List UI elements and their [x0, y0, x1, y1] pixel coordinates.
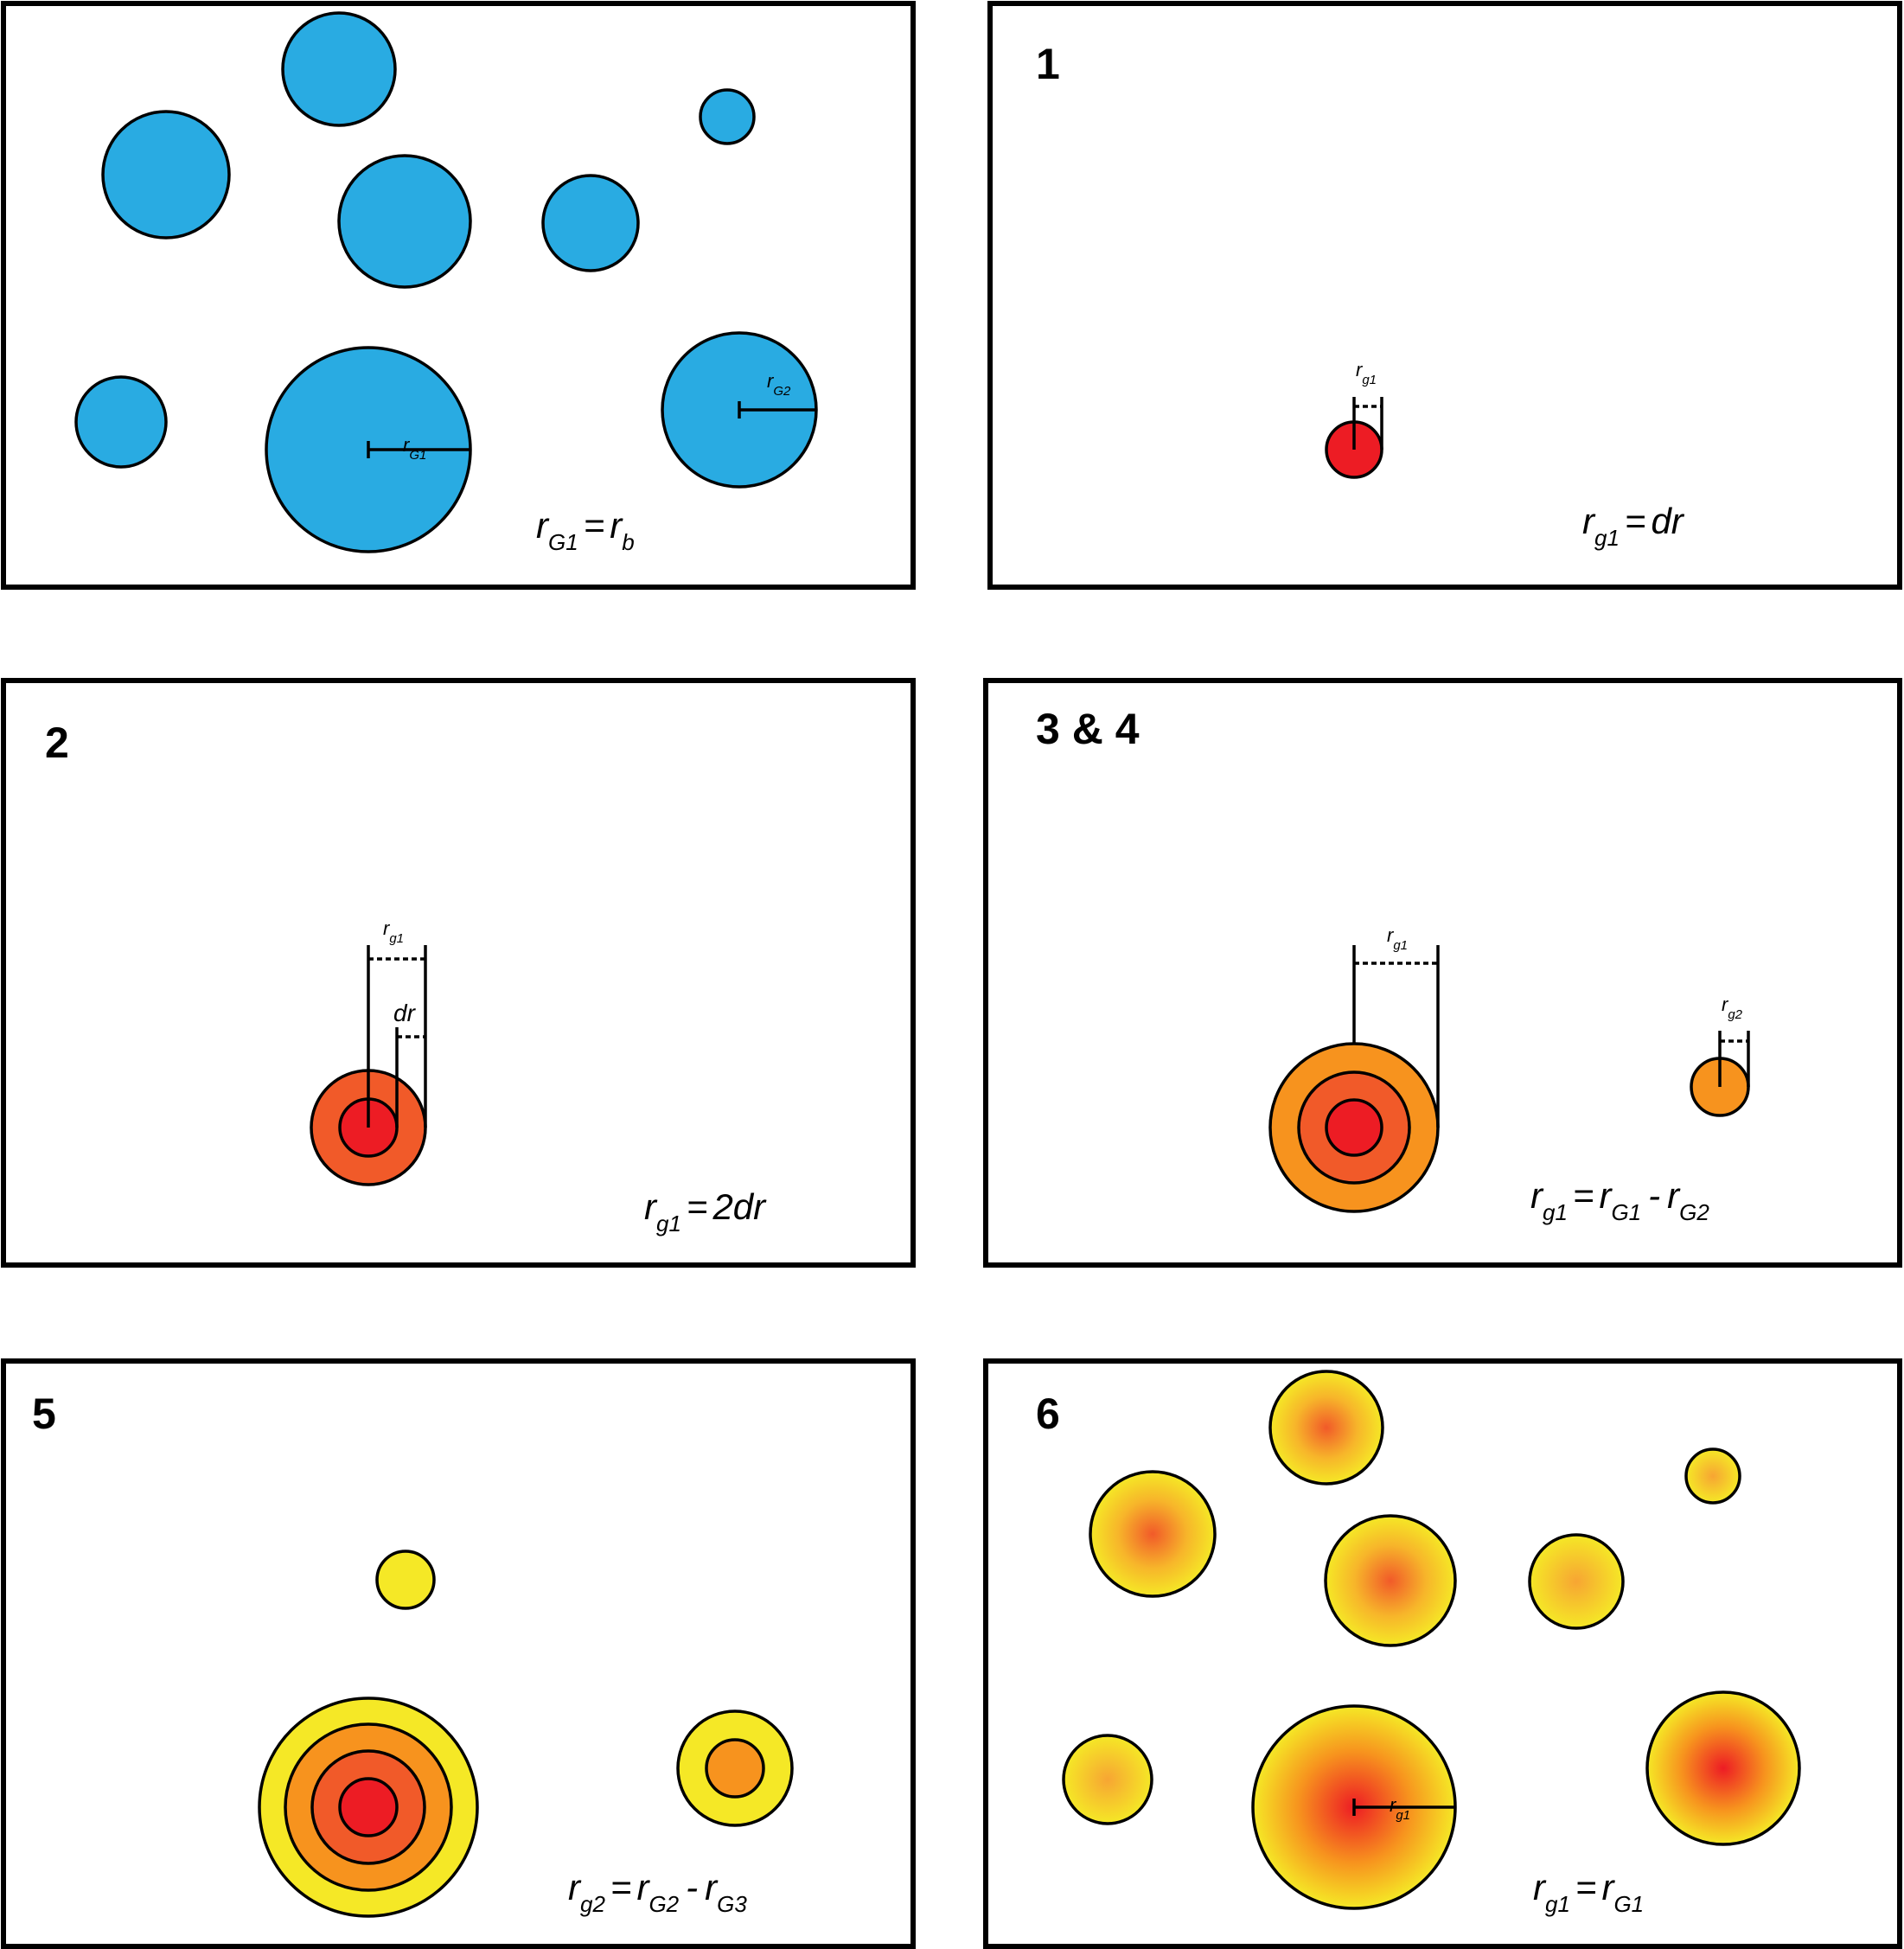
step-number: 3 & 4: [1036, 705, 1140, 753]
equation-step-1: rg1 = dr: [1582, 501, 1685, 551]
label-r-G1: rG1: [403, 434, 426, 463]
panel-step-3-4-frame: [983, 678, 1902, 1268]
equation-step-6: rg1 = rG1: [1533, 1867, 1644, 1917]
step-number: 5: [32, 1390, 56, 1438]
blue-grain: [541, 174, 640, 272]
label-r-g1: rg1: [383, 917, 404, 946]
step-number: 6: [1036, 1390, 1060, 1438]
grown-grain: [1062, 1734, 1153, 1825]
panel-step-2: 2 rg1 dr rg1 = 2dr: [1, 678, 916, 1268]
grain-core: [338, 1777, 399, 1837]
small-yellow-grain: [375, 1550, 436, 1610]
label-dr: dr: [393, 1000, 417, 1026]
panel-step-1: 1 rg1 rg1 = dr: [987, 1, 1902, 590]
label-r-g2: rg2: [1722, 994, 1743, 1022]
blue-grain: [337, 154, 472, 289]
blue-grain: [74, 375, 168, 469]
panel-step-6: 6 rg1 rg1 = rG1: [983, 1358, 1902, 1949]
blue-grain: [281, 11, 397, 127]
step-number: 1: [1036, 40, 1060, 88]
label-r-g1: rg1: [1356, 359, 1377, 387]
grown-grain: [1324, 1514, 1457, 1647]
blue-grain: [101, 110, 231, 240]
panel-step-1-frame: [987, 1, 1902, 590]
grain-g2-inner: [705, 1738, 765, 1799]
panel-step-2-frame: [1, 678, 916, 1268]
grown-grain: [1684, 1447, 1741, 1505]
panel-initial: rG1 rG2 rG1 = rb: [1, 1, 916, 590]
grown-grain: [1528, 1533, 1625, 1630]
grown-grain: [1268, 1370, 1384, 1486]
grown-grain: [1645, 1690, 1801, 1846]
panel-step-3-4: 3 & 4 rg1 rg2 rg1 = rG1- rG2: [983, 678, 1902, 1268]
grown-grain: [1089, 1470, 1217, 1598]
blue-grain: [699, 88, 756, 145]
grain-core: [1325, 1098, 1383, 1157]
label-r-g1: rg1: [1390, 1794, 1410, 1823]
equation-step-5: rg2 = rG2- rG3: [568, 1867, 747, 1917]
equation-step-2: rg1 = 2dr: [644, 1186, 767, 1236]
radius-marker-G1: [367, 441, 470, 458]
panel-step-5: 5 rg2 = rG2- rG3: [1, 1358, 916, 1949]
radius-marker-G2: [738, 401, 816, 419]
label-r-G2: rG2: [767, 370, 791, 399]
equation-step-3-4: rg1 = rG1- rG2: [1530, 1175, 1709, 1225]
equation-initial: rG1 = rb: [536, 505, 635, 555]
radius-marker-g1: [1352, 1799, 1455, 1816]
label-r-g1: rg1: [1387, 924, 1408, 953]
step-number: 2: [45, 719, 69, 767]
